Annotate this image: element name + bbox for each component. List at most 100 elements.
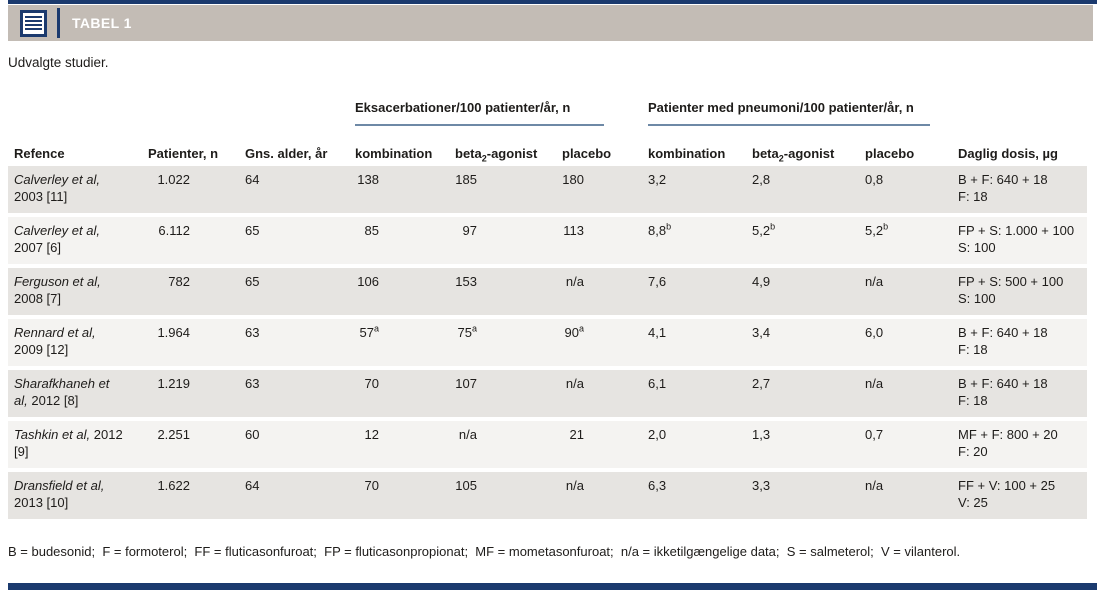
cell-pn-beta-agonist: 1,3 (746, 419, 860, 472)
table-caption: Udvalgte studier. (8, 55, 109, 70)
col-header-pn-placebo: placebo (865, 146, 915, 161)
cell-dose: FP + S: 1.000 + 100 S: 100 (952, 215, 1088, 268)
cell-age: 63 (239, 317, 349, 370)
cell-ex-placebo: 113 (556, 215, 643, 268)
col-header-patients: Patienter, n (148, 146, 219, 161)
col-header-pn-beta-agonist: beta2-agonist (752, 146, 835, 164)
cell-patients: 6.112 (142, 215, 239, 268)
cell-pn-beta-agonist: 4,9 (746, 266, 860, 319)
cell-pn-combination: 8,8b (642, 215, 747, 268)
cell-pn-placebo: 6,0 (859, 317, 953, 370)
cell-pn-placebo: n/a (859, 368, 953, 421)
cell-dose: FP + S: 500 + 100 S: 100 (952, 266, 1088, 319)
cell-patients: 1.219 (142, 368, 239, 421)
cell-pn-beta-agonist: 2,7 (746, 368, 860, 421)
cell-patients: 1.964 (142, 317, 239, 370)
top-rule (8, 0, 1097, 4)
cell-dose: B + F: 640 + 18 F: 18 (952, 317, 1088, 370)
cell-ex-placebo: 21 (556, 419, 643, 472)
cell-reference: Rennard et al, 2009 [12] (8, 317, 142, 370)
cell-ex-beta-agonist: 105 (449, 470, 556, 523)
table-row: Sharafkhaneh et al, 2012 [8] 1.219 63 70… (8, 368, 1088, 421)
studies-table: Eksacerbationer/100 patienter/år, n Pati… (8, 85, 1088, 523)
table-row: Tashkin et al, 2012 [9] 2.251 60 12 n/a … (8, 419, 1088, 472)
cell-pn-beta-agonist: 5,2b (746, 215, 860, 268)
cell-ex-combination: 12 (349, 419, 449, 472)
cell-ex-beta-agonist: 153 (449, 266, 556, 319)
col-header-ex-beta-agonist: beta2-agonist (455, 146, 538, 164)
table-row: Dransfield et al, 2013 [10] 1.622 64 70 … (8, 470, 1088, 523)
cell-pn-combination: 3,2 (642, 166, 747, 217)
cell-ex-combination: 106 (349, 266, 449, 319)
cell-ex-beta-agonist: 75a (449, 317, 556, 370)
cell-pn-placebo: n/a (859, 470, 953, 523)
group-header-row: Eksacerbationer/100 patienter/år, n Pati… (8, 85, 1087, 126)
col-header-dose: Daglig dosis, µg (958, 146, 1058, 161)
table-row: Rennard et al, 2009 [12] 1.964 63 57a 75… (8, 317, 1088, 370)
cell-reference: Calverley et al, 2007 [6] (8, 215, 142, 268)
table-tag: TABEL 1 (72, 15, 132, 31)
cell-ex-placebo: 90a (556, 317, 643, 370)
cell-ex-combination: 57a (349, 317, 449, 370)
footnote-abbreviations: B = budesonid; F = formoterol; FF = flut… (8, 544, 961, 559)
cell-pn-placebo: 0,7 (859, 419, 953, 472)
cell-ex-placebo: 180 (556, 166, 643, 217)
table-row: Calverley et al, 2007 [6] 6.112 65 85 97… (8, 215, 1088, 268)
col-header-age: Gns. alder, år (245, 146, 328, 161)
cell-age: 65 (239, 215, 349, 268)
cell-ex-combination: 70 (349, 368, 449, 421)
cell-age: 63 (239, 368, 349, 421)
cell-age: 60 (239, 419, 349, 472)
cell-reference: Sharafkhaneh et al, 2012 [8] (8, 368, 142, 421)
cell-ex-beta-agonist: 97 (449, 215, 556, 268)
cell-patients: 1.622 (142, 470, 239, 523)
cell-reference: Ferguson et al, 2008 [7] (8, 266, 142, 319)
cell-patients: 1.022 (142, 166, 239, 217)
cell-ex-combination: 138 (349, 166, 449, 217)
cell-pn-combination: 7,6 (642, 266, 747, 319)
group-header-pneumonia: Patienter med pneumoni/100 patienter/år,… (642, 85, 952, 126)
col-header-pn-combination: kombination (648, 146, 726, 161)
col-header-reference: Refence (14, 146, 65, 161)
table-row: Ferguson et al, 2008 [7] 782 65 106 153 … (8, 266, 1088, 319)
cell-pn-beta-agonist: 3,3 (746, 470, 860, 523)
cell-dose: B + F: 640 + 18 F: 18 (952, 368, 1088, 421)
table-row: Calverley et al, 2003 [11] 1.022 64 138 … (8, 166, 1088, 217)
document-lines-icon (20, 9, 47, 37)
cell-pn-beta-agonist: 3,4 (746, 317, 860, 370)
col-header-ex-placebo: placebo (562, 146, 612, 161)
cell-dose: FF + V: 100 + 25 V: 25 (952, 470, 1088, 523)
cell-pn-placebo: n/a (859, 266, 953, 319)
bottom-rule (8, 583, 1097, 590)
cell-dose: B + F: 640 + 18 F: 18 (952, 166, 1088, 217)
cell-age: 65 (239, 266, 349, 319)
cell-pn-combination: 2,0 (642, 419, 747, 472)
cell-pn-combination: 6,3 (642, 470, 747, 523)
cell-ex-placebo: n/a (556, 266, 643, 319)
table-header-bar: TABEL 1 (8, 5, 1093, 41)
cell-patients: 2.251 (142, 419, 239, 472)
cell-age: 64 (239, 470, 349, 523)
cell-pn-placebo: 5,2b (859, 215, 953, 268)
cell-ex-combination: 70 (349, 470, 449, 523)
footnotes: B = budesonid; F = formoterol; FF = flut… (8, 504, 1093, 594)
cell-ex-beta-agonist: 107 (449, 368, 556, 421)
cell-age: 64 (239, 166, 349, 217)
cell-pn-placebo: 0,8 (859, 166, 953, 217)
cell-reference: Dransfield et al, 2013 [10] (8, 470, 142, 523)
cell-ex-placebo: n/a (556, 368, 643, 421)
cell-patients: 782 (142, 266, 239, 319)
group-header-exacerbations: Eksacerbationer/100 patienter/år, n (349, 85, 642, 126)
cell-reference: Calverley et al, 2003 [11] (8, 166, 142, 217)
cell-ex-placebo: n/a (556, 470, 643, 523)
header-divider (57, 8, 60, 38)
cell-reference: Tashkin et al, 2012 [9] (8, 419, 142, 472)
cell-dose: MF + F: 800 + 20 F: 20 (952, 419, 1088, 472)
column-header-row: Refence Patienter, n Gns. alder, år komb… (8, 126, 1087, 166)
cell-pn-beta-agonist: 2,8 (746, 166, 860, 217)
cell-ex-combination: 85 (349, 215, 449, 268)
cell-ex-beta-agonist: 185 (449, 166, 556, 217)
cell-pn-combination: 4,1 (642, 317, 747, 370)
cell-ex-beta-agonist: n/a (449, 419, 556, 472)
